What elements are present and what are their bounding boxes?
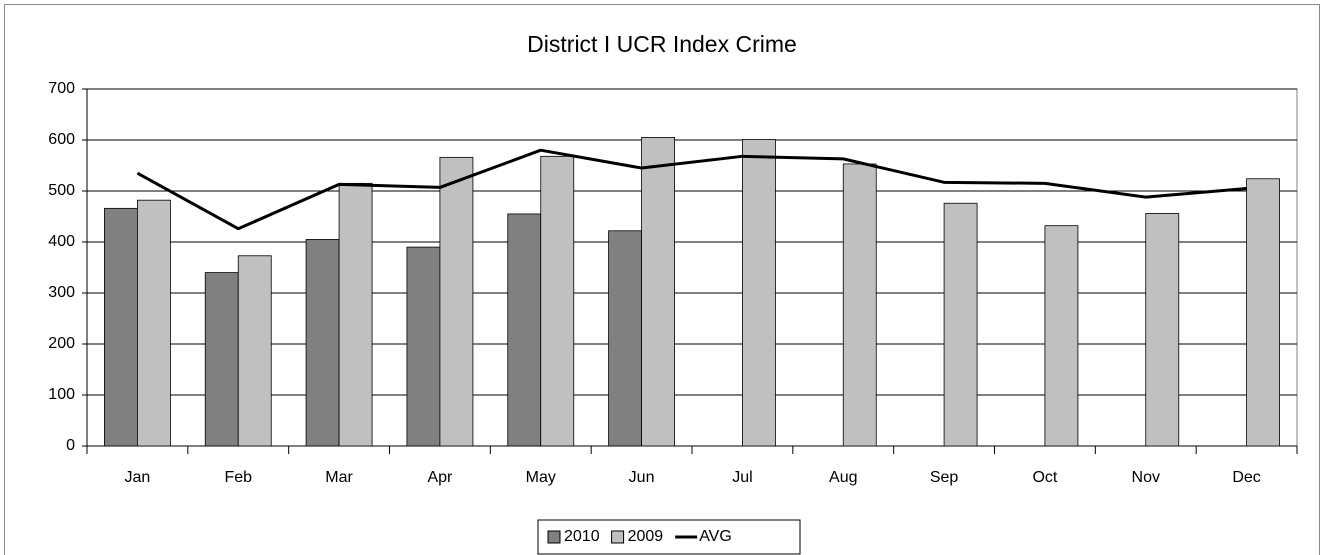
bar xyxy=(305,239,340,447)
bar xyxy=(104,207,138,447)
y-tick-label: 100 xyxy=(48,386,75,403)
x-tick-label: Sep xyxy=(930,469,959,486)
y-tick-label: 300 xyxy=(48,284,75,301)
plot-area xyxy=(86,88,1298,447)
y-tick-label: 400 xyxy=(48,233,75,250)
x-tick-label: Oct xyxy=(1032,469,1057,486)
y-tick-label: 600 xyxy=(48,131,75,148)
legend-swatch xyxy=(547,530,561,544)
legend-box xyxy=(537,519,801,555)
bar xyxy=(540,155,575,447)
bar xyxy=(439,156,474,447)
y-tick-label: 0 xyxy=(66,437,75,454)
x-tick-label: Feb xyxy=(224,469,252,486)
x-tick-label: Dec xyxy=(1232,469,1260,486)
legend-label: 2010 xyxy=(564,528,600,545)
x-tick-label: Jan xyxy=(125,469,151,486)
x-tick-label: Aug xyxy=(829,469,857,486)
bar xyxy=(237,255,272,447)
bar xyxy=(338,182,373,447)
bar xyxy=(1145,213,1180,447)
legend-swatch xyxy=(611,530,625,544)
x-tick-label: Jul xyxy=(732,469,752,486)
bar xyxy=(137,199,171,447)
x-tick-label: May xyxy=(526,469,556,486)
bar xyxy=(1246,178,1280,447)
y-tick-label: 200 xyxy=(48,335,75,352)
line xyxy=(136,148,1247,231)
legend-label: 2009 xyxy=(628,528,664,545)
x-tick-label: Apr xyxy=(427,469,453,486)
chart-title: District I UCR Index Crime xyxy=(527,31,797,57)
bar xyxy=(842,163,877,447)
bar xyxy=(608,230,642,447)
bar xyxy=(204,272,239,447)
bar xyxy=(943,202,978,447)
bar xyxy=(1044,225,1079,447)
x-tick-label: Jun xyxy=(629,469,655,486)
x-tick-label: Nov xyxy=(1132,469,1160,486)
bar xyxy=(507,213,542,447)
x-tick-label: Mar xyxy=(325,469,353,486)
y-tick-label: 700 xyxy=(48,80,75,97)
y-tick-label: 500 xyxy=(48,182,75,199)
bar xyxy=(742,139,776,447)
bar xyxy=(641,137,675,447)
legend-label: AVG xyxy=(699,528,732,545)
bar xyxy=(406,246,441,447)
